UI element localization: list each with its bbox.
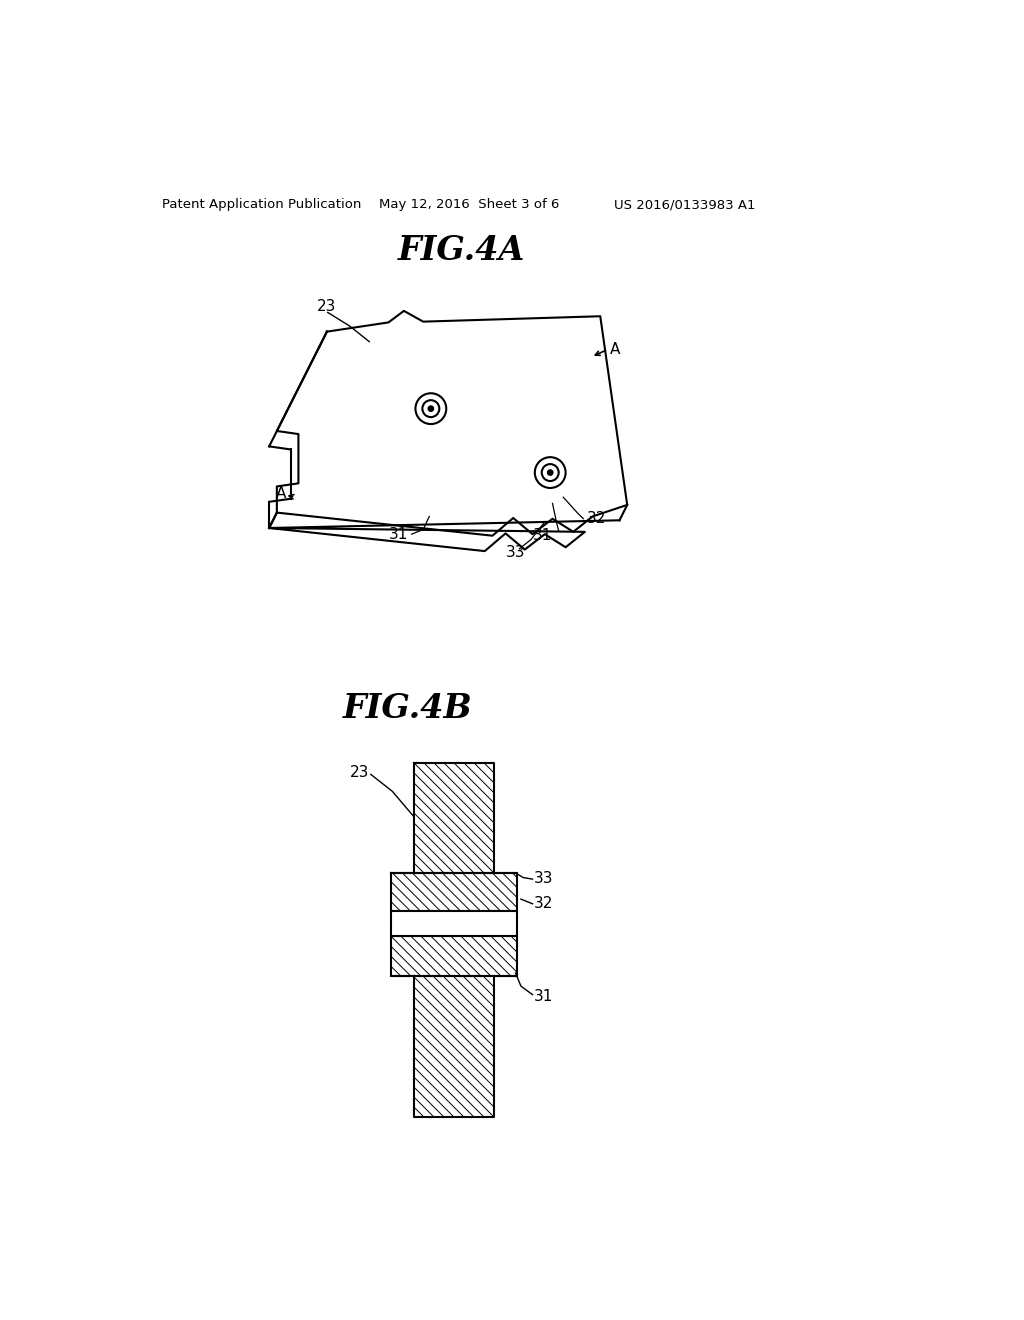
Text: Patent Application Publication: Patent Application Publication <box>162 198 361 211</box>
Bar <box>391 873 517 911</box>
Bar <box>414 977 494 1117</box>
Text: US 2016/0133983 A1: US 2016/0133983 A1 <box>614 198 756 211</box>
Bar <box>391 911 517 936</box>
Text: 33: 33 <box>506 545 525 560</box>
Text: 23: 23 <box>350 766 370 780</box>
Text: May 12, 2016  Sheet 3 of 6: May 12, 2016 Sheet 3 of 6 <box>379 198 559 211</box>
Text: A: A <box>609 342 620 356</box>
Text: 32: 32 <box>535 896 553 911</box>
Text: 31: 31 <box>535 989 553 1003</box>
Circle shape <box>429 407 433 411</box>
Bar <box>391 936 517 977</box>
Circle shape <box>548 470 553 475</box>
Text: FIG.4B: FIG.4B <box>343 693 473 726</box>
Text: 31: 31 <box>389 527 409 541</box>
Text: 31: 31 <box>532 528 552 544</box>
Text: 23: 23 <box>316 298 336 314</box>
Bar <box>414 763 494 873</box>
Text: A: A <box>275 486 286 500</box>
Text: FIG.4A: FIG.4A <box>398 235 525 268</box>
Text: 33: 33 <box>535 871 554 886</box>
Text: 32: 32 <box>587 511 606 527</box>
